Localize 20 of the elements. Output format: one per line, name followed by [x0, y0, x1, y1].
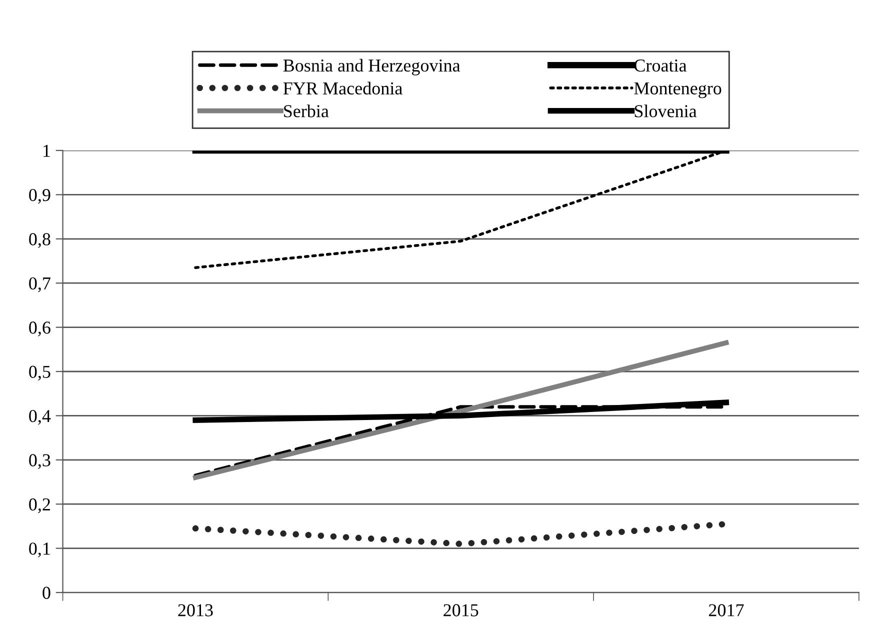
y-tick-label: 0,3	[29, 454, 50, 469]
x-tick-label: 2013	[178, 604, 213, 616]
y-tick-label: 0,1	[29, 542, 50, 558]
y-tick-label: 1	[44, 144, 50, 157]
y-tick-label: 0	[42, 586, 50, 599]
x-tick-label: 2015	[444, 604, 478, 616]
legend-label: Serbia	[284, 104, 329, 118]
legend-label: FYR Macedonia	[283, 82, 402, 94]
y-tick-label: 0,6	[29, 322, 50, 336]
y-tick-label: 0,4	[29, 410, 51, 425]
y-tick-label: 0,2	[29, 498, 50, 514]
y-tick-label: 0,5	[29, 366, 50, 381]
legend-label: Montenegro	[634, 82, 722, 98]
legend-label: Bosnia and Herzegovina	[283, 58, 460, 76]
x-tick-label: 2017	[708, 604, 744, 616]
y-tick-label: 0,7	[29, 277, 50, 292]
y-tick-label: 0,8	[29, 233, 50, 248]
legend-label: Slovenia	[634, 104, 697, 118]
legend-label: Croatia	[634, 60, 687, 72]
y-tick-label: 0,9	[29, 188, 50, 204]
